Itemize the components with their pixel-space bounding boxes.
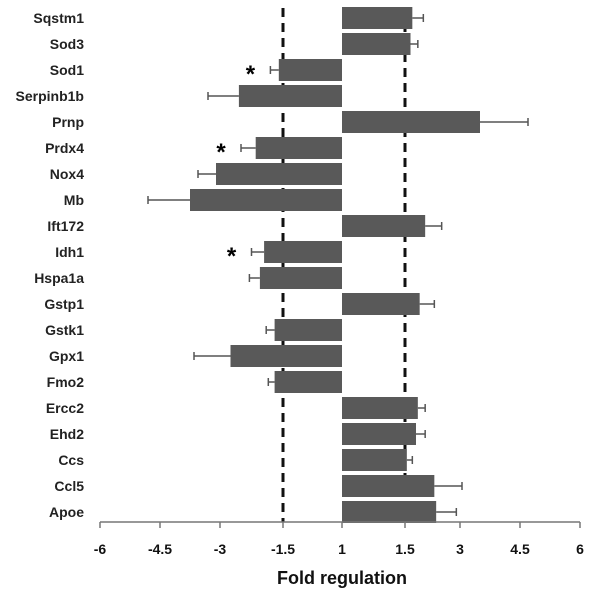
x-tick-label-2: -3 [214, 541, 227, 557]
significance-marker-idh1: * [227, 243, 237, 270]
category-label-gstp1: Gstp1 [44, 296, 84, 312]
bar-ift172 [342, 215, 426, 237]
bar-ccl5 [342, 475, 435, 497]
bar-ercc2 [342, 397, 418, 419]
significance-marker-sod1: * [246, 61, 256, 88]
category-label-apoe: Apoe [49, 504, 84, 520]
bar-sod3 [342, 33, 411, 55]
bar-sqstm1 [342, 7, 413, 29]
category-label-gpx1: Gpx1 [49, 348, 84, 364]
bar-gstk1 [274, 319, 342, 341]
category-label-hspa1a: Hspa1a [34, 270, 84, 286]
x-tick-label-0: -6 [94, 541, 107, 557]
category-label-idh1: Idh1 [55, 244, 84, 260]
x-tick-label-4: 1 [338, 541, 346, 557]
category-label-ehd2: Ehd2 [50, 426, 84, 442]
category-label-fmo2: Fmo2 [47, 374, 85, 390]
bar-serpinb1b [238, 85, 342, 107]
category-label-prdx4: Prdx4 [45, 140, 84, 156]
x-tick-label-3: -1.5 [271, 541, 295, 557]
bar-apoe [342, 501, 437, 523]
bar-hspa1a [259, 267, 342, 289]
bar-idh1 [264, 241, 342, 263]
x-axis-title: Fold regulation [277, 568, 407, 588]
x-axis: -6 -4.5 -3 -1.5 1 1.5 3 4.5 6 [94, 521, 584, 557]
bar-gstp1 [342, 293, 420, 315]
significance-markers: * * * [216, 61, 255, 270]
category-label-ift172: Ift172 [47, 218, 84, 234]
category-label-ccl5: Ccl5 [54, 478, 84, 494]
x-tick-label-6: 3 [456, 541, 464, 557]
category-label-prnp: Prnp [52, 114, 84, 130]
x-tick-label-8: 6 [576, 541, 584, 557]
x-tick-label-1: -4.5 [148, 541, 172, 557]
category-label-ccs: Ccs [58, 452, 84, 468]
bar-prnp [342, 111, 480, 133]
bar-prdx4 [255, 137, 342, 159]
bar-nox4 [216, 163, 342, 185]
category-labels: Sqstm1 Sod3 Sod1 Serpinb1b Prnp Prdx4 Nox4 Mb If… [16, 10, 85, 520]
bar-mb [190, 189, 342, 211]
significance-marker-prdx4: * [216, 139, 226, 166]
bar-ccs [342, 449, 407, 471]
bar-ehd2 [342, 423, 416, 445]
category-label-mb: Mb [64, 192, 84, 208]
bar-gpx1 [230, 345, 342, 367]
category-label-sod1: Sod1 [50, 62, 84, 78]
category-label-gstk1: Gstk1 [45, 322, 84, 338]
category-label-serpinb1b: Serpinb1b [16, 88, 84, 104]
bar-sod1 [278, 59, 342, 81]
bars [190, 7, 480, 523]
x-tick-label-5: 1.5 [395, 541, 415, 557]
category-label-ercc2: Ercc2 [46, 400, 84, 416]
x-tick-label-7: 4.5 [510, 541, 530, 557]
bar-fmo2 [274, 371, 342, 393]
error-bars [147, 14, 529, 516]
category-label-sod3: Sod3 [50, 36, 84, 52]
category-label-sqstm1: Sqstm1 [33, 10, 84, 26]
category-label-nox4: Nox4 [50, 166, 84, 182]
